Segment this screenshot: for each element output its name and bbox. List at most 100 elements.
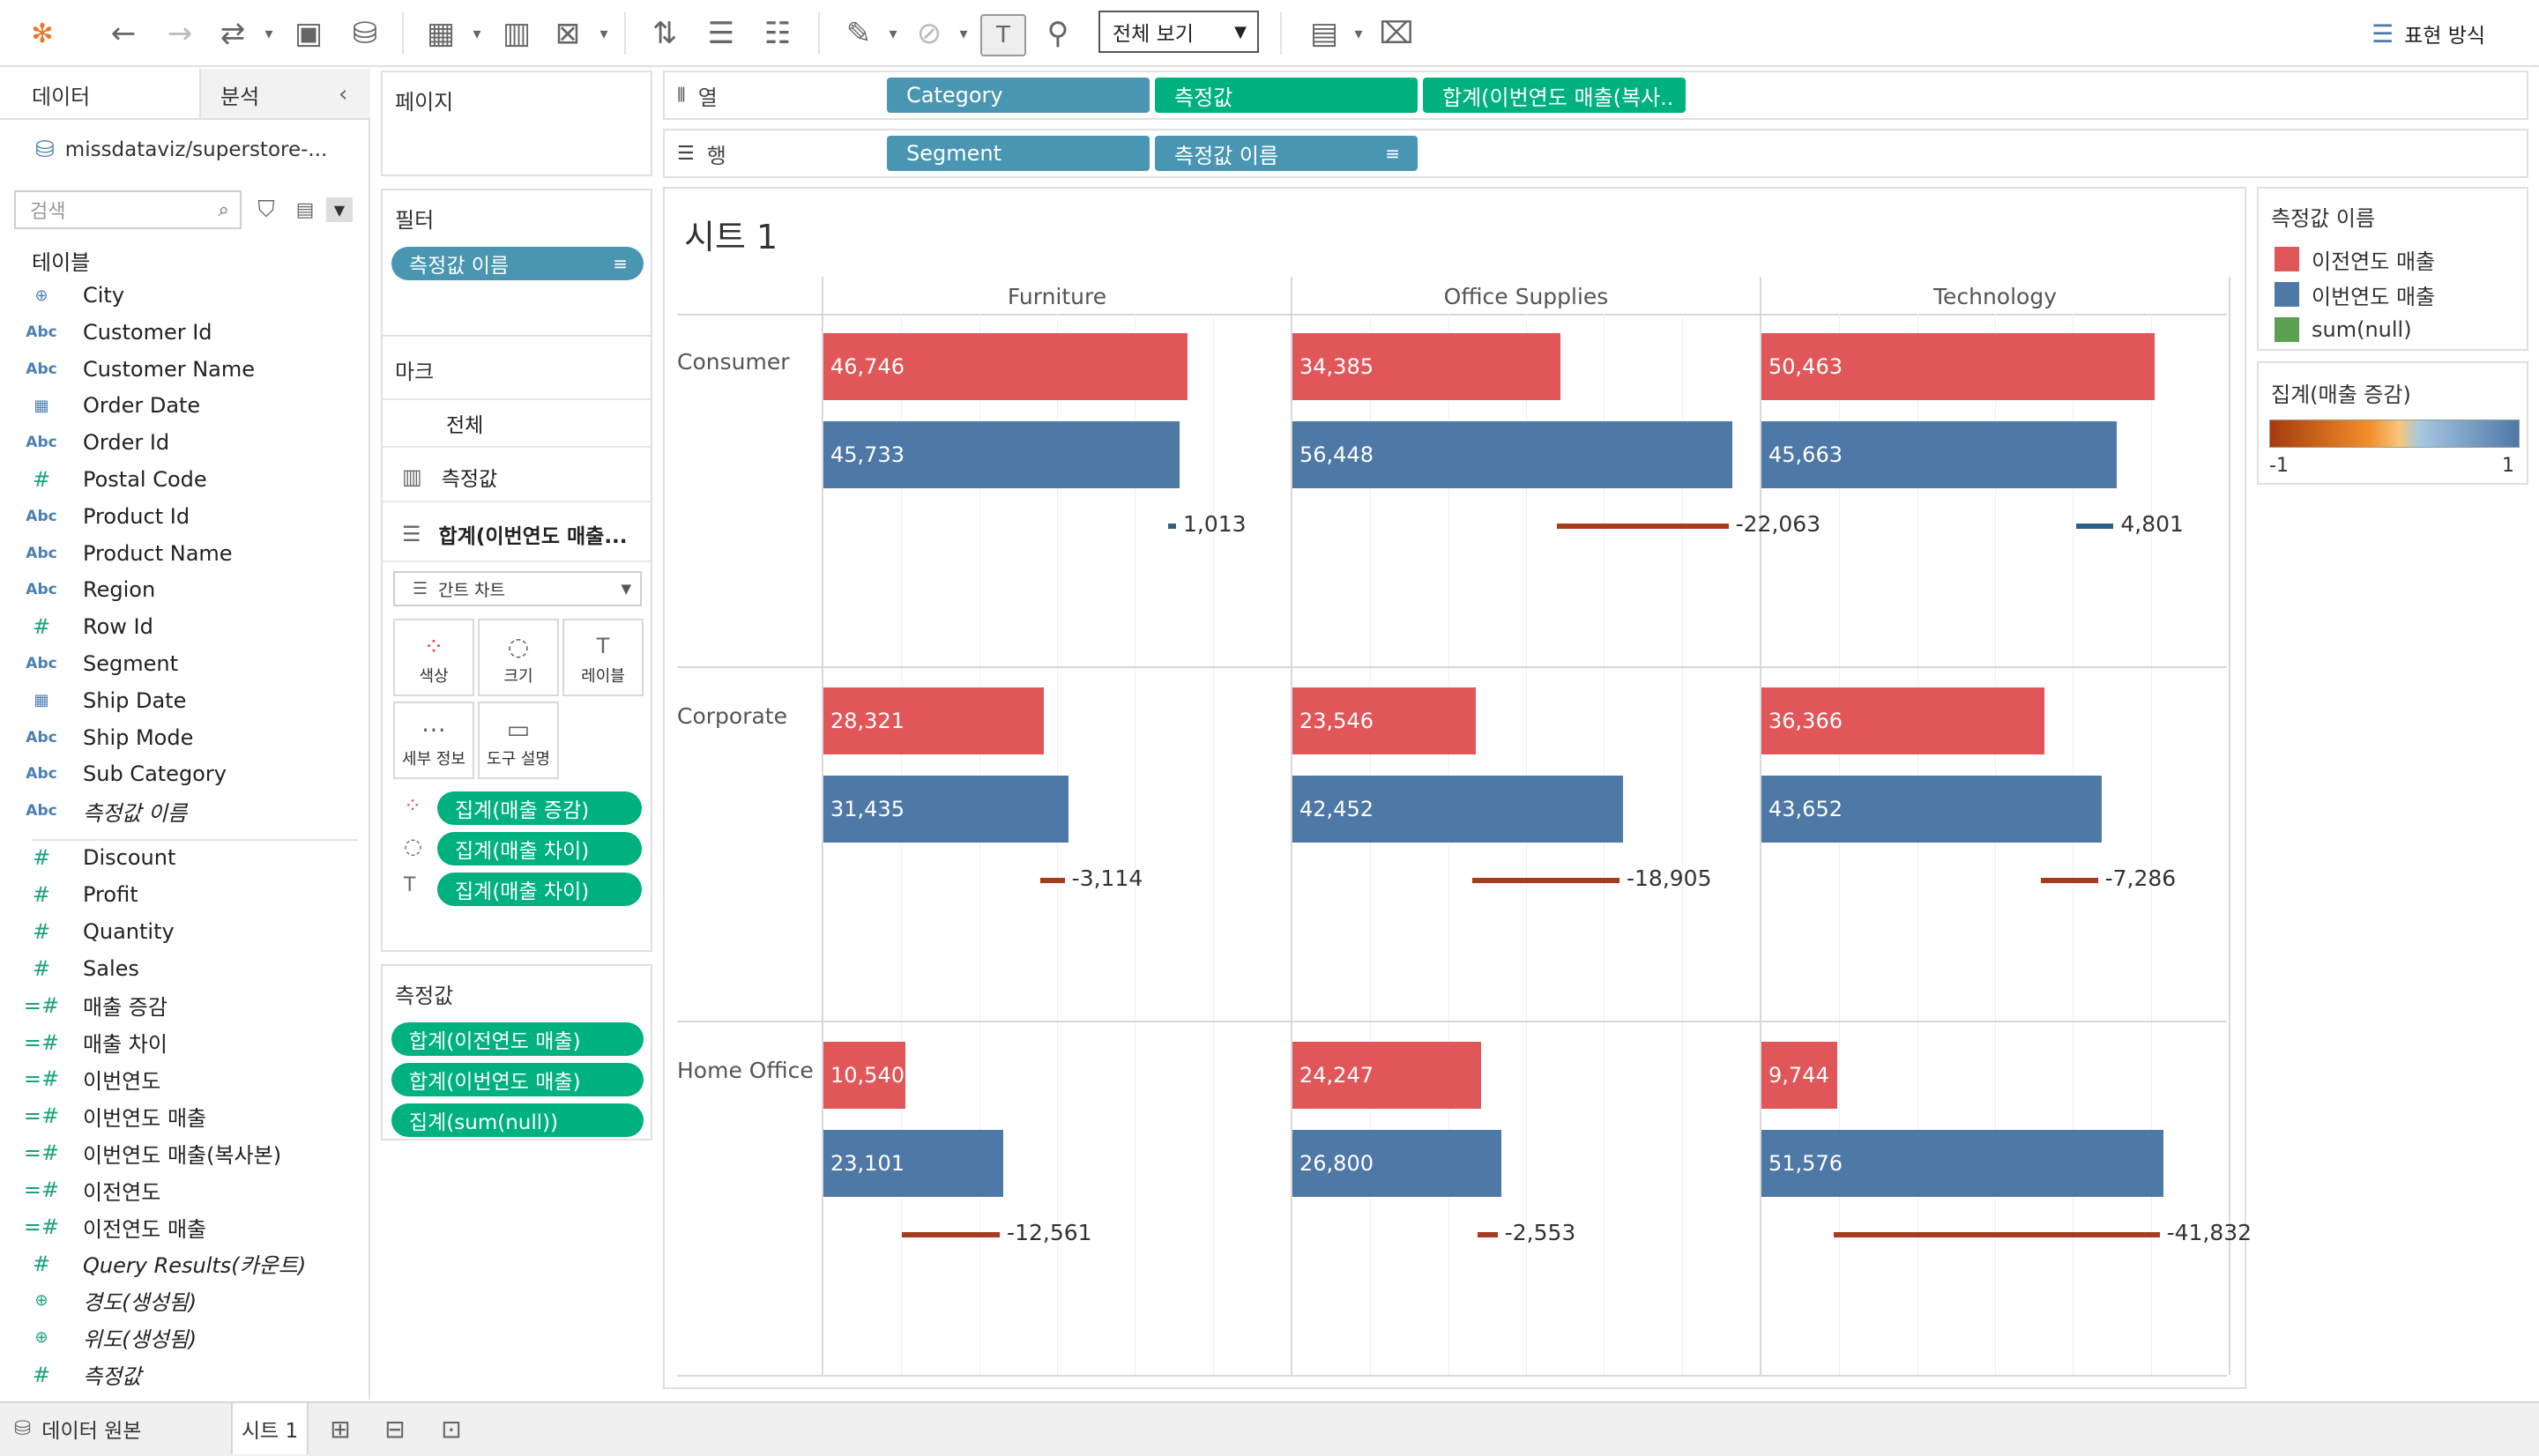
field-item[interactable]: Abc Order Id <box>0 426 370 459</box>
new-story-icon[interactable]: ⊡ <box>441 1414 462 1444</box>
bar-previous-year[interactable] <box>1292 687 1476 754</box>
difference-mark[interactable] <box>902 1232 1001 1237</box>
bar-previous-year[interactable] <box>1292 333 1560 400</box>
field-item[interactable]: Abc Product Name <box>0 537 370 570</box>
pin-icon[interactable]: ⚲ <box>1046 16 1069 51</box>
filter-icon[interactable]: ⛉ <box>257 196 275 223</box>
tab-analysis[interactable]: 분석 <box>220 84 260 109</box>
bar-previous-year[interactable] <box>1761 1042 1838 1109</box>
measure-value-pill[interactable]: 집계(sum(null)) <box>391 1103 644 1137</box>
group-icon[interactable]: ⊘ <box>916 16 942 51</box>
difference-mark[interactable] <box>2041 878 2098 883</box>
field-item[interactable]: ⊕ City <box>0 279 370 312</box>
bar-current-year[interactable] <box>1292 1130 1501 1197</box>
difference-mark[interactable] <box>1478 1232 1498 1237</box>
field-item[interactable]: # Postal Code <box>0 463 370 496</box>
swap-icon[interactable]: ⇄ <box>220 16 246 51</box>
field-item[interactable]: Abc Customer Name <box>0 353 370 386</box>
bar-previous-year[interactable] <box>823 687 1045 754</box>
undo-icon[interactable]: ← <box>110 16 137 51</box>
measure-item[interactable]: # 측정값 <box>0 1358 370 1392</box>
show-me-button[interactable]: ☰ 표현 방식 <box>2371 12 2485 55</box>
field-item[interactable]: # Row Id <box>0 610 370 643</box>
clear-sheet-icon[interactable]: ⊠ <box>555 16 581 51</box>
search-input[interactable]: 검색 ⌕ <box>14 190 242 229</box>
view-list-icon[interactable]: ▤ <box>295 198 315 221</box>
bar-current-year[interactable] <box>1292 776 1623 843</box>
bar-previous-year[interactable] <box>1292 1042 1482 1109</box>
field-item[interactable]: Abc 측정값 이름 <box>0 794 370 828</box>
filter-pill-measure-names[interactable]: 측정값 이름 ≡ <box>391 247 644 280</box>
tableau-logo-icon[interactable]: ✻ <box>31 18 54 49</box>
difference-mark[interactable] <box>1168 524 1176 529</box>
rows-pill-measure-names[interactable]: 측정값 이름 ≡ <box>1155 136 1418 171</box>
duplicate-sheet-icon[interactable]: ▥ <box>502 16 532 51</box>
add-datasource-icon[interactable]: ⛁ <box>352 16 378 51</box>
swap-rows-columns-icon[interactable]: ⇅ <box>652 16 678 51</box>
bar-previous-year[interactable] <box>823 333 1188 400</box>
measure-item[interactable]: =# 이번연도 <box>0 1062 370 1096</box>
difference-mark[interactable] <box>2075 524 2114 529</box>
clear-dropdown-icon[interactable]: ▾ <box>599 24 608 43</box>
highlight-icon[interactable]: ✎ <box>845 16 872 51</box>
field-item[interactable]: Abc Product Id <box>0 500 370 533</box>
bar-current-year[interactable] <box>1292 421 1732 488</box>
measure-value-pill[interactable]: 합계(이번연도 매출) <box>391 1063 644 1096</box>
field-item[interactable]: ▦ Order Date <box>0 389 370 422</box>
difference-mark[interactable] <box>1040 878 1065 883</box>
measure-item[interactable]: =# 이전연도 매출 <box>0 1210 370 1244</box>
size-button[interactable]: ◌ 크기 <box>478 619 559 696</box>
color-button[interactable]: ⁘ 색상 <box>393 619 474 696</box>
marks-all-row[interactable]: 전체 <box>383 398 651 448</box>
tooltip-button[interactable]: ▭ 도구 설명 <box>478 702 559 779</box>
bar-current-year[interactable] <box>1761 1130 2163 1197</box>
new-sheet-icon[interactable]: ⊞ <box>330 1414 351 1444</box>
mark-pill-color[interactable]: 집계(매출 증감) <box>437 791 642 825</box>
sort-descending-icon[interactable]: ☷ <box>763 16 792 51</box>
field-item[interactable]: Abc Segment <box>0 647 370 680</box>
mark-pill-size[interactable]: 집계(매출 차이) <box>437 832 642 865</box>
field-item[interactable]: Abc Customer Id <box>0 316 370 349</box>
bar-previous-year[interactable] <box>1761 687 2045 754</box>
save-icon[interactable]: ▣ <box>294 16 324 51</box>
sheet-tab[interactable]: 시트 1 <box>231 1403 309 1454</box>
bar-current-year[interactable] <box>1761 776 2102 843</box>
legend-item[interactable]: 이전연도 매출 <box>2275 243 2435 275</box>
new-dashboard-icon[interactable]: ⊟ <box>384 1414 406 1444</box>
measure-item[interactable]: ⊕ 위도(생성됨) <box>0 1321 370 1355</box>
measure-item[interactable]: =# 매출 차이 <box>0 1026 370 1059</box>
gradient-bar[interactable] <box>2269 420 2520 448</box>
field-item[interactable]: ▦ Ship Date <box>0 684 370 717</box>
measure-item[interactable]: # Query Results(카운트) <box>0 1247 370 1281</box>
mark-type-dropdown[interactable]: ☰ 간트 차트 ▼ <box>393 571 642 606</box>
fit-view-dropdown[interactable]: 전체 보기 ▼ <box>1098 11 1259 53</box>
bar-current-year[interactable] <box>823 421 1180 488</box>
measure-item[interactable]: ⊕ 경도(생성됨) <box>0 1284 370 1318</box>
bar-previous-year[interactable] <box>823 1042 906 1109</box>
columns-pill-sum-copy[interactable]: 합계(이번연도 매출(복사.. <box>1423 78 1686 113</box>
label-button[interactable]: T 레이블 <box>562 619 644 696</box>
bar-previous-year[interactable] <box>1761 333 2155 400</box>
rows-pill-segment[interactable]: Segment <box>887 136 1150 171</box>
measure-item[interactable]: # Discount <box>0 841 370 874</box>
highlight-dropdown-icon[interactable]: ▾ <box>889 24 897 43</box>
legend-item[interactable]: 이번연도 매출 <box>2275 279 2435 310</box>
columns-pill-category[interactable]: Category <box>887 78 1150 113</box>
measure-item[interactable]: =# 매출 증감 <box>0 989 370 1022</box>
bar-current-year[interactable] <box>823 776 1068 843</box>
bar-current-year[interactable] <box>823 1130 1004 1197</box>
bar-current-year[interactable] <box>1761 421 2118 488</box>
show-cards-dropdown-icon[interactable]: ▾ <box>1354 24 1363 43</box>
mark-pill-label[interactable]: 집계(매출 차이) <box>437 873 642 906</box>
datasource-tab[interactable]: ⛁ 데이터 원본 <box>0 1403 227 1454</box>
marks-sum-row[interactable]: ☰ 합계(이번연도 매출... <box>383 508 651 562</box>
new-worksheet-dropdown-icon[interactable]: ▾ <box>473 24 481 43</box>
datasource-item[interactable]: ⛁ missdataviz/superstore-... <box>35 130 361 169</box>
measure-item[interactable]: =# 이전연도 <box>0 1173 370 1207</box>
redo-icon[interactable]: → <box>167 16 193 51</box>
show-labels-icon[interactable]: T <box>980 14 1026 56</box>
difference-mark[interactable] <box>1556 524 1729 529</box>
difference-mark[interactable] <box>1471 878 1619 883</box>
group-dropdown-icon[interactable]: ▾ <box>959 24 968 43</box>
measure-item[interactable]: =# 이번연도 매출(복사본) <box>0 1136 370 1170</box>
